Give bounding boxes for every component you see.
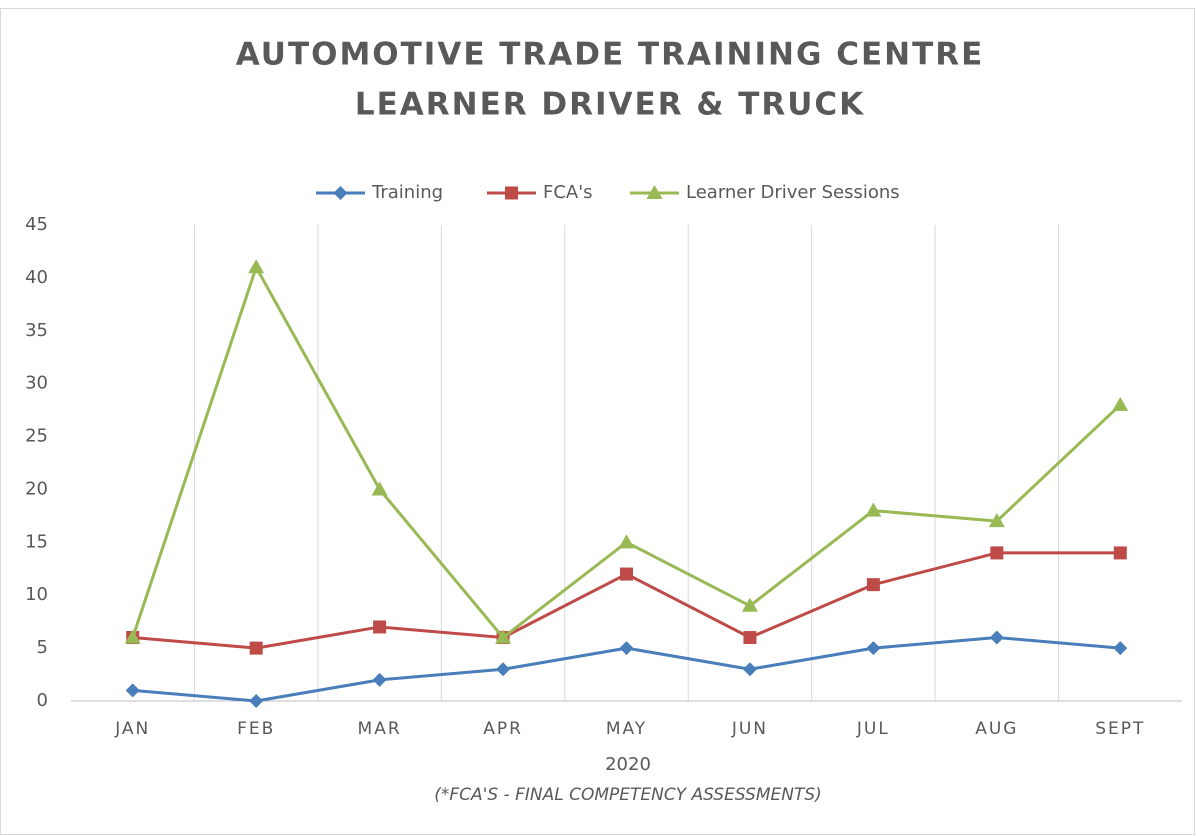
x-tick-label: FEB xyxy=(237,719,275,739)
x-tick-label: JUL xyxy=(856,719,890,739)
chart-border xyxy=(0,8,1195,835)
data-point xyxy=(124,629,141,644)
legend-marker xyxy=(646,185,663,199)
data-point xyxy=(1113,641,1128,656)
chart-title: AUTOMOTIVE TRADE TRAINING CENTRE xyxy=(236,37,985,73)
data-point xyxy=(988,513,1005,528)
x-tick-label: JAN xyxy=(114,719,150,739)
data-point xyxy=(741,597,758,612)
x-tick-label: JUN xyxy=(731,719,768,739)
data-point xyxy=(743,631,757,645)
y-tick-label: 25 xyxy=(25,426,48,447)
legend-label: FCA's xyxy=(543,182,593,203)
data-point xyxy=(865,502,882,517)
data-point xyxy=(248,259,265,274)
legend-marker xyxy=(333,186,348,200)
y-tick-label: 20 xyxy=(25,478,48,499)
legend-marker xyxy=(505,186,518,200)
data-point xyxy=(125,683,140,698)
y-tick-label: 35 xyxy=(25,320,48,341)
x-tick-label: MAY xyxy=(606,719,647,739)
data-point xyxy=(496,662,511,677)
data-point xyxy=(866,578,880,592)
x-axis-label: 2020 xyxy=(605,754,651,775)
data-point xyxy=(1112,396,1129,411)
y-tick-label: 45 xyxy=(25,214,48,235)
x-tick-label: AUG xyxy=(975,719,1018,739)
data-point xyxy=(249,694,264,708)
x-tick-label: APR xyxy=(483,719,523,739)
data-point xyxy=(990,546,1004,560)
y-tick-label: 0 xyxy=(37,690,48,711)
y-tick-label: 30 xyxy=(25,373,48,394)
data-point xyxy=(249,641,263,655)
data-point xyxy=(620,567,633,581)
data-point xyxy=(619,641,634,656)
annotation: (*FCA'S - FINAL COMPETENCY ASSESSMENTS) xyxy=(434,785,822,805)
x-tick-label: SEPT xyxy=(1095,719,1145,739)
data-point xyxy=(989,630,1004,645)
legend-label: Learner Driver Sessions xyxy=(686,182,900,203)
data-point xyxy=(372,672,387,687)
data-point xyxy=(495,629,512,644)
x-tick-label: MAR xyxy=(358,719,402,739)
y-tick-label: 15 xyxy=(25,531,48,552)
data-point xyxy=(371,481,388,496)
data-point xyxy=(373,620,387,634)
data-point xyxy=(1113,546,1127,560)
data-point xyxy=(866,641,881,656)
y-tick-label: 5 xyxy=(37,637,48,658)
y-tick-label: 40 xyxy=(25,267,48,288)
y-tick-label: 10 xyxy=(25,584,48,605)
data-point xyxy=(742,662,757,677)
legend-label: Training xyxy=(371,182,443,203)
data-point xyxy=(618,534,635,549)
chart-title: LEARNER DRIVER & TRUCK xyxy=(355,87,865,123)
